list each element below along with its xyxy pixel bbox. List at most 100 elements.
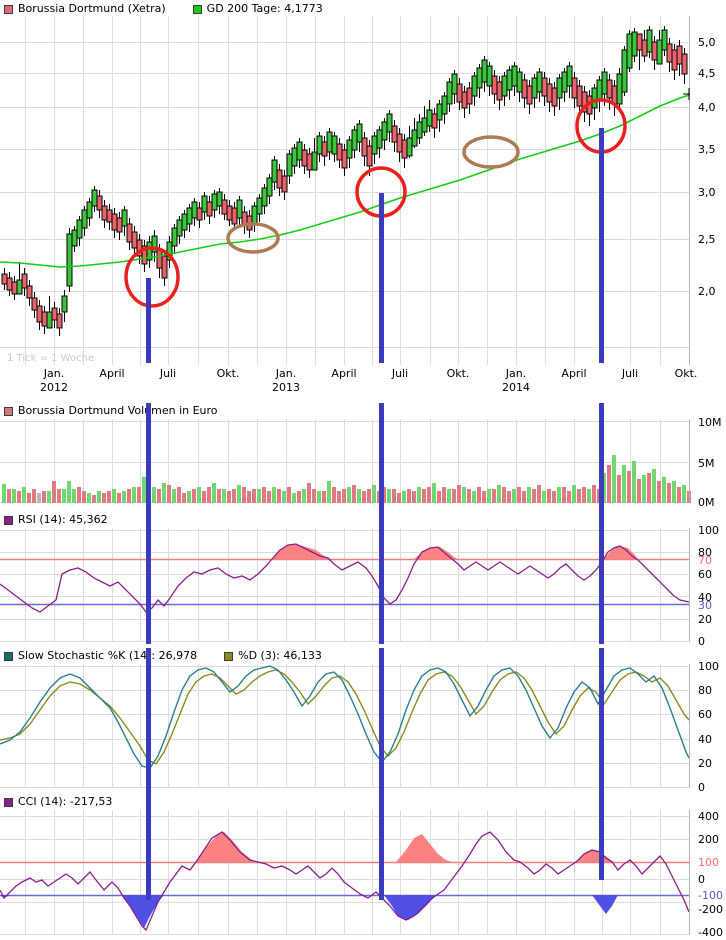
stochastic-chart-panel[interactable]: Slow Stochastic %K (14): 26,978 %D (3): … — [0, 648, 726, 794]
cci-ytick-neg200: -200 — [698, 903, 723, 916]
volume-ytick-1: 5M — [698, 457, 715, 470]
chart-annotations — [124, 98, 627, 308]
signal-line-2-price[interactable] — [379, 193, 384, 363]
stoch-d-color-swatch — [224, 651, 234, 661]
stochastic-legend: Slow Stochastic %K (14): 26,978 %D (3): … — [4, 650, 322, 662]
cci-ytick-neg100: -100 — [698, 889, 723, 902]
cci-plot[interactable] — [0, 794, 726, 940]
stoch-ytick-40: 40 — [698, 733, 712, 746]
stochastic-k-line — [0, 665, 690, 769]
date-label: Okt. — [674, 367, 698, 380]
cci-line — [0, 831, 690, 932]
legend-item-cci[interactable]: CCI (14): -217,53 — [4, 796, 112, 808]
stoch-ytick-20: 20 — [698, 757, 712, 770]
signal-line-3-cci[interactable] — [599, 794, 604, 880]
legend-item-rsi[interactable]: RSI (14): 45,362 — [4, 514, 108, 526]
rsi-ytick-20: 20 — [698, 613, 712, 626]
legend-item-stoch-k[interactable]: Slow Stochastic %K (14): 26,978 — [4, 650, 197, 662]
price-plot[interactable] — [0, 0, 726, 370]
cci-negative-fill — [0, 895, 618, 928]
cci-ytick-400: 400 — [698, 810, 719, 823]
signal-line-1-cci[interactable] — [146, 794, 151, 900]
cci-chart-panel[interactable]: CCI (14): -217,53 — [0, 794, 726, 940]
date-label: April — [561, 367, 587, 380]
price-ytick-5: 2,5 — [698, 233, 716, 246]
price-ytick-0: 5,0 — [698, 36, 716, 49]
rsi-ytick-70: 70 — [698, 554, 712, 567]
cci-gridlines — [0, 810, 690, 935]
stoch-d-legend-label: %D (3): 46,133 — [238, 649, 322, 662]
date-label: Jan. — [505, 367, 527, 380]
cci-color-swatch — [4, 797, 13, 807]
price-ytick-3: 3,5 — [698, 143, 716, 156]
stoch-ytick-60: 60 — [698, 708, 712, 721]
date-label: Juli — [391, 367, 409, 380]
signal-line-3-price[interactable] — [599, 128, 604, 363]
volume-color-swatch — [4, 406, 13, 416]
stochastic-gridlines — [0, 664, 690, 788]
cci-ytick-neg400: -400 — [698, 926, 723, 939]
price-legend-label: Borussia Dortmund (Xetra) — [18, 2, 166, 15]
rsi-plot[interactable] — [0, 512, 726, 648]
signal-line-2-mid[interactable] — [379, 403, 384, 644]
signal-line-2-cci[interactable] — [379, 794, 384, 900]
signal-line-1-mid[interactable] — [146, 403, 151, 644]
date-label: Juli — [159, 367, 177, 380]
candle-bodies — [1, 29, 688, 329]
brown-ellipse-annotation — [462, 135, 520, 169]
volume-chart-panel[interactable]: Borussia Dortmund Volumen in Euro — [0, 403, 726, 508]
candlesticks — [0, 26, 690, 336]
rsi-ytick-40: 40 — [698, 591, 712, 604]
legend-item-price[interactable]: Borussia Dortmund (Xetra) — [4, 3, 166, 15]
date-label: April — [99, 367, 125, 380]
signal-line-3-stoch[interactable] — [599, 648, 604, 794]
rsi-ytick-60: 60 — [698, 568, 712, 581]
ma200-color-swatch — [192, 4, 202, 14]
rsi-legend-label: RSI (14): 45,362 — [18, 513, 108, 526]
date-year: 2014 — [502, 381, 530, 394]
stoch-ytick-100: 100 — [698, 660, 719, 673]
date-label: Jan. — [43, 367, 65, 380]
date-label: Okt. — [216, 367, 240, 380]
price-legend: Borussia Dortmund (Xetra) GD 200 Tage: 4… — [4, 3, 323, 15]
brown-ellipse-annotation — [226, 222, 280, 254]
stoch-k-legend-label: Slow Stochastic %K (14): 26,978 — [18, 649, 198, 662]
signal-line-2-stoch[interactable] — [379, 648, 384, 794]
date-label: Jan. — [275, 367, 297, 380]
cci-ytick-100: 100 — [698, 856, 719, 869]
stochastic-d-line — [0, 669, 690, 765]
rsi-line — [0, 543, 690, 613]
date-label: Juli — [621, 367, 639, 380]
stochastic-plot[interactable] — [0, 648, 726, 794]
rsi-ytick-80: 80 — [698, 546, 712, 559]
volume-bars — [2, 455, 691, 503]
rsi-overbought-fill — [272, 544, 638, 559]
price-ytick-4: 3,0 — [698, 186, 716, 199]
signal-line-3-mid[interactable] — [599, 403, 604, 644]
rsi-ytick-100: 100 — [698, 524, 719, 537]
rsi-chart-panel[interactable]: RSI (14): 45,362 — [0, 512, 726, 648]
signal-line-1-price[interactable] — [146, 278, 151, 363]
date-year: 2013 — [272, 381, 300, 394]
rsi-ytick-0: 0 — [698, 635, 705, 648]
price-ytick-2: 4,0 — [698, 101, 716, 114]
legend-item-volume[interactable]: Borussia Dortmund Volumen in Euro — [4, 405, 218, 417]
price-ytick-1: 4,5 — [698, 67, 716, 80]
volume-plot[interactable] — [0, 403, 726, 508]
cci-legend-label: CCI (14): -217,53 — [18, 795, 113, 808]
stoch-ytick-0: 0 — [698, 781, 705, 794]
date-axis: Jan. 2012 April Juli Okt. Jan. 2013 Apri… — [0, 368, 726, 402]
red-circle-annotation — [124, 246, 180, 308]
price-chart-panel[interactable]: Borussia Dortmund (Xetra) GD 200 Tage: 4… — [0, 0, 726, 398]
legend-item-ma200[interactable]: GD 200 Tage: 4,1773 — [192, 2, 323, 15]
signal-line-1-stoch[interactable] — [146, 648, 151, 794]
cci-legend: CCI (14): -217,53 — [4, 796, 112, 808]
rsi-legend: RSI (14): 45,362 — [4, 514, 108, 526]
legend-item-stoch-d[interactable]: %D (3): 46,133 — [224, 650, 322, 662]
volume-legend: Borussia Dortmund Volumen in Euro — [4, 405, 218, 417]
date-year: 2012 — [40, 381, 68, 394]
stoch-k-color-swatch — [4, 651, 13, 661]
volume-legend-label: Borussia Dortmund Volumen in Euro — [18, 404, 218, 417]
ma200-legend-label: GD 200 Tage: 4,1773 — [206, 2, 323, 15]
